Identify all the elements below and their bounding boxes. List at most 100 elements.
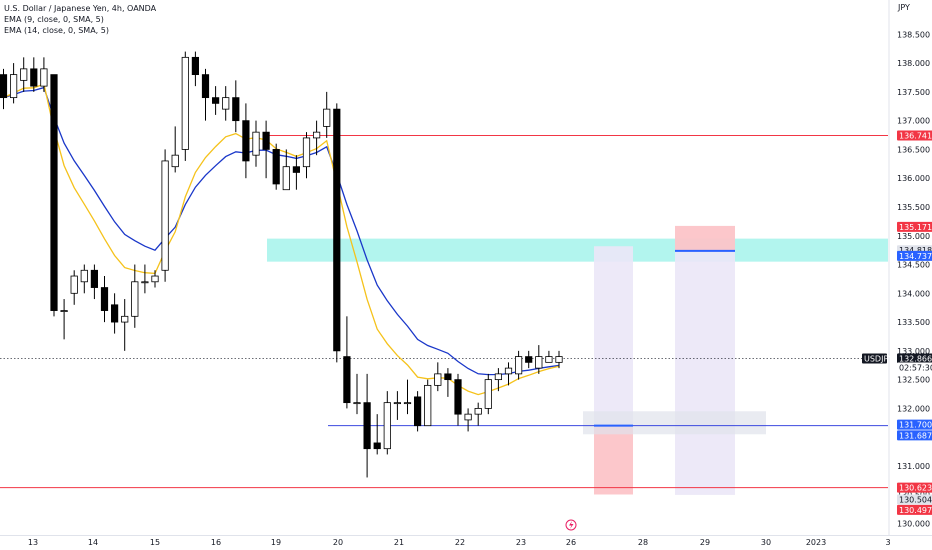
y-tick-7: 135.000: [897, 232, 930, 241]
candle-body-16: [161, 160, 169, 271]
price-label-bg-6: [897, 419, 932, 430]
x-tick-12: 30: [761, 538, 771, 547]
events-icon: [565, 519, 577, 531]
price-label-7: 131.687: [899, 431, 932, 440]
candle-body-42: [424, 384, 432, 427]
y-tick-2: 137.500: [897, 88, 930, 97]
symbol-tag: USDJPY: [864, 355, 893, 364]
x-tick-9: 26: [566, 538, 576, 547]
x-tick-8: 23: [516, 538, 526, 547]
candle-body-29: [292, 166, 301, 173]
candle-body-40: [403, 402, 412, 405]
x-tick-14: 3: [885, 538, 890, 547]
y-tick-10: 133.500: [897, 318, 930, 327]
candle-body-48: [484, 379, 492, 409]
ema-14-line: [3, 86, 560, 376]
price-label-5: 02:57:30: [899, 364, 932, 373]
price-label-bg-4: [897, 353, 932, 364]
candle-body-49: [494, 373, 503, 381]
price-label-bg-8: [897, 482, 932, 493]
symbol-title[interactable]: U.S. Dollar / Japanese Yen, 4h, OANDA: [4, 4, 157, 13]
candle-body-23: [232, 97, 240, 122]
x-tick-5: 20: [333, 538, 343, 547]
candle-body-39: [393, 402, 402, 405]
chart-legend: U.S. Dollar / Japanese Yen, 4h, OANDA EM…: [4, 3, 156, 36]
currency-label: JPY: [897, 3, 910, 12]
symbol-tag-bg: [862, 353, 887, 364]
candle-body-1: [9, 74, 18, 99]
y-tick-15: 131.000: [897, 462, 930, 471]
x-tick-4: 19: [271, 538, 281, 547]
price-label-4: 132.866: [899, 355, 932, 364]
x-tick-3: 16: [211, 538, 221, 547]
y-tick-4: 136.500: [897, 145, 930, 154]
candle-body-52: [525, 356, 533, 363]
y-tick-1: 138.000: [897, 59, 930, 68]
x-tick-10: 28: [638, 538, 648, 547]
candle-body-10: [100, 287, 109, 311]
candle-body-6: [60, 310, 68, 312]
price-label-2: 134.818: [899, 246, 932, 255]
y-tick-17: 130.000: [897, 520, 930, 529]
y-tick-6: 135.500: [897, 203, 930, 212]
candle-body-44: [444, 373, 452, 381]
candle-body-46: [464, 413, 472, 421]
candle-body-53: [535, 356, 543, 369]
candle-body-21: [211, 97, 220, 104]
x-tick-7: 22: [455, 538, 465, 547]
short-target-zone: [675, 250, 735, 495]
candle-body-35: [353, 402, 361, 405]
ema-9-legend[interactable]: EMA (9, close, 0, SMA, 5): [4, 15, 104, 24]
price-label-3: 134.737: [899, 252, 932, 261]
y-tick-11: 133.000: [897, 347, 930, 356]
candle-body-20: [201, 74, 210, 99]
candle-body-55: [555, 356, 563, 363]
long-target-zone: [594, 246, 633, 426]
candle-body-25: [252, 131, 260, 156]
price-label-bg-3: [897, 250, 932, 261]
candle-body-11: [111, 304, 119, 323]
price-label-0: 136.741: [899, 132, 932, 141]
price-label-bg-10: [897, 504, 932, 515]
candle-body-26: [262, 131, 270, 150]
y-tick-12: 132.500: [897, 376, 930, 385]
price-label-bg-0: [897, 130, 932, 141]
price-label-9: 130.504: [899, 495, 932, 504]
candle-body-19: [191, 56, 199, 76]
candle-body-17: [171, 154, 179, 168]
candle-body-34: [343, 356, 351, 404]
candle-body-30: [302, 137, 311, 168]
candle-body-36: [363, 402, 371, 450]
candle-body-3: [30, 68, 38, 87]
y-tick-3: 137.000: [897, 117, 930, 126]
price-label-bg-5: [897, 362, 932, 373]
y-tick-5: 136.000: [897, 174, 930, 183]
candle-body-2: [20, 68, 28, 81]
ema-14-legend[interactable]: EMA (14, close, 0, SMA, 5): [4, 26, 109, 35]
candle-body-0: [0, 74, 8, 99]
x-tick-0: 13: [28, 538, 38, 547]
y-tick-0: 138.500: [897, 30, 930, 39]
candle-body-54: [545, 356, 553, 363]
x-tick-13: 2023: [806, 538, 826, 547]
candle-body-41: [413, 396, 422, 427]
candle-body-14: [141, 281, 149, 284]
candle-body-33: [333, 108, 341, 352]
y-tick-8: 134.500: [897, 261, 930, 270]
candle-body-24: [242, 120, 250, 162]
short-stop-zone: [675, 225, 735, 251]
candle-body-28: [282, 166, 290, 191]
candle-body-32: [323, 108, 331, 127]
candle-body-27: [272, 149, 280, 185]
x-tick-11: 29: [700, 538, 710, 547]
candle-body-50: [504, 367, 513, 375]
candle-body-18: [181, 56, 189, 150]
candle-body-15: [151, 275, 159, 283]
candle-body-51: [515, 356, 523, 375]
candle-body-12: [121, 315, 129, 323]
ema-9-line: [3, 83, 560, 396]
price-label-8: 130.623: [899, 484, 932, 493]
zone-rect-0: [267, 238, 888, 262]
candle-body-37: [373, 442, 381, 450]
